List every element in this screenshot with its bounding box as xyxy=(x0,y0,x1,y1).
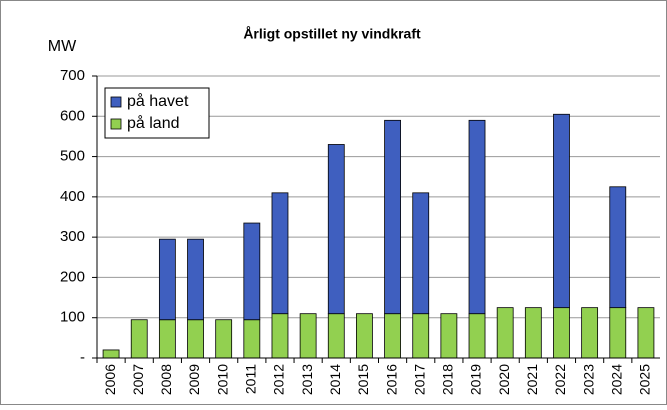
bar xyxy=(384,119,401,315)
bar xyxy=(271,192,289,315)
y-tick-label: 300 xyxy=(60,228,85,245)
bar xyxy=(609,307,627,359)
bar xyxy=(327,313,345,359)
legend-label: på land xyxy=(127,114,180,132)
x-tick-label: 2008 xyxy=(158,364,174,395)
x-tick-label: 2019 xyxy=(468,364,484,395)
x-tick-label: 2006 xyxy=(102,364,118,395)
chart-title: Årligt opstillet ny vindkraft xyxy=(243,26,421,42)
bar xyxy=(581,307,599,359)
bar xyxy=(609,186,627,309)
legend-label: på havet xyxy=(127,92,189,110)
y-tick-label: 400 xyxy=(60,188,85,205)
bar xyxy=(215,319,233,359)
bar xyxy=(637,307,655,359)
bar xyxy=(243,319,261,359)
legend-swatch xyxy=(110,118,122,130)
bar xyxy=(412,192,430,315)
bar xyxy=(553,307,570,359)
x-tick-label: 2014 xyxy=(327,364,343,395)
x-tick-label: 2012 xyxy=(271,364,287,395)
x-tick-label: 2020 xyxy=(496,364,512,395)
bar xyxy=(468,313,486,359)
x-tick-label: 2024 xyxy=(608,364,624,395)
bar xyxy=(299,313,317,359)
bar xyxy=(102,349,120,359)
y-axis-label: MW xyxy=(48,38,77,55)
x-tick-label: 2013 xyxy=(299,364,315,395)
x-tick-label: 2015 xyxy=(355,364,371,395)
y-tick-label: 100 xyxy=(60,309,85,326)
bar xyxy=(412,313,430,359)
y-tick-label: - xyxy=(80,349,85,366)
bar xyxy=(524,307,542,359)
y-tick-label: 600 xyxy=(60,107,85,124)
bar xyxy=(553,113,570,309)
bar xyxy=(187,319,204,359)
bar xyxy=(356,313,373,359)
x-tick-label: 2022 xyxy=(552,364,568,395)
bar xyxy=(187,238,204,321)
legend-box xyxy=(104,87,210,139)
bar xyxy=(158,319,176,359)
bar xyxy=(327,144,345,315)
bar xyxy=(243,222,261,321)
y-tick-label: 200 xyxy=(60,268,85,285)
bar xyxy=(271,313,289,359)
bar xyxy=(440,313,458,359)
x-tick-label: 2011 xyxy=(243,364,259,394)
y-tick-label: 700 xyxy=(60,67,85,84)
x-tick-label: 2021 xyxy=(524,364,540,395)
bar xyxy=(130,319,148,359)
x-tick-label: 2018 xyxy=(440,364,456,395)
bar xyxy=(468,119,486,315)
x-tick-label: 2009 xyxy=(186,364,202,395)
x-tick-label: 2023 xyxy=(580,364,596,395)
x-tick-label: 2016 xyxy=(383,364,399,395)
x-tick-label: 2025 xyxy=(637,364,653,395)
legend-swatch xyxy=(110,96,122,108)
x-tick-label: 2010 xyxy=(214,364,230,395)
x-tick-label: 2017 xyxy=(411,364,427,395)
y-tick-label: 500 xyxy=(60,148,85,165)
bar xyxy=(384,313,401,359)
bar xyxy=(158,238,176,321)
bar xyxy=(496,307,514,359)
x-tick-label: 2007 xyxy=(130,364,146,395)
